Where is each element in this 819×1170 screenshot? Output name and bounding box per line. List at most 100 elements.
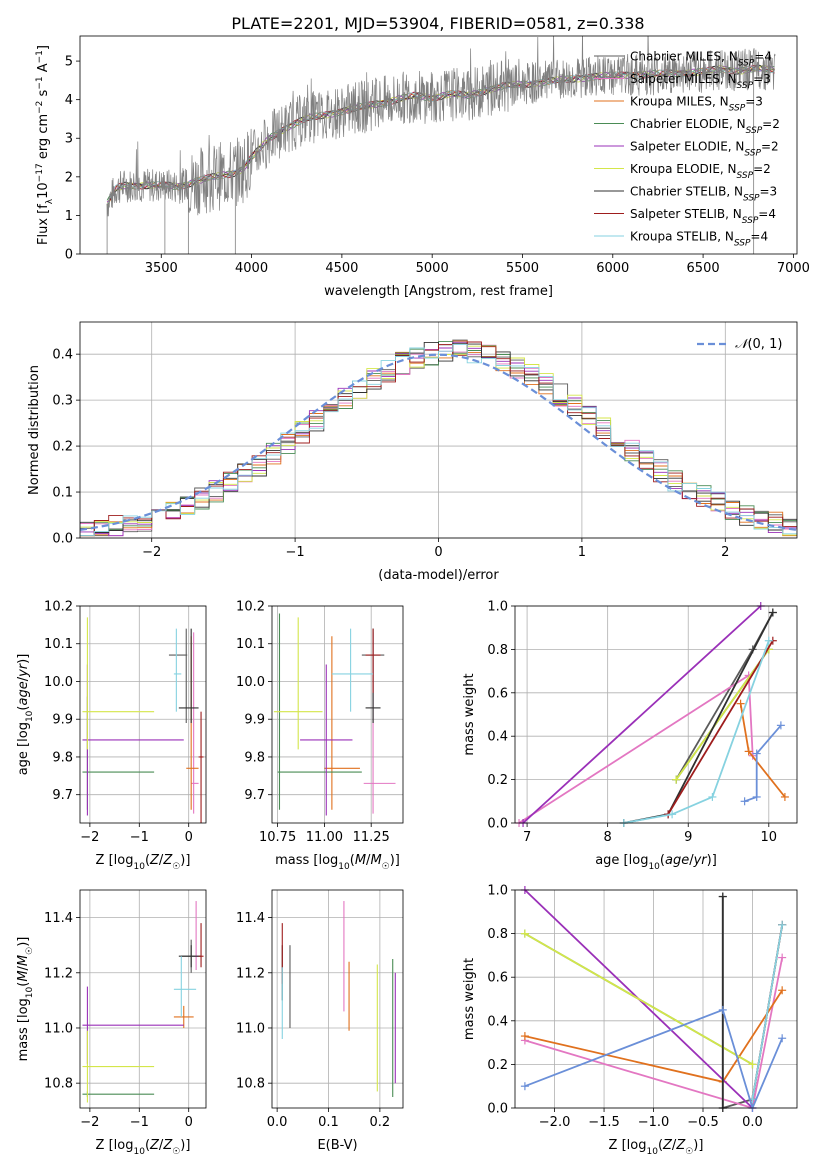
observed-spectrum-line: [106, 36, 776, 217]
y-tick-label: 10.2: [44, 600, 73, 615]
legend-entry: Chabrier ELODIE, NSSP=2: [630, 117, 780, 136]
y-tick-label: 11.4: [236, 911, 265, 926]
label-part: −2: [35, 101, 45, 114]
weight-series-line: [524, 1008, 784, 1111]
y-tick-label: 1: [65, 209, 73, 224]
x-tick-label: 10.75: [259, 830, 296, 845]
label-part: λ: [45, 198, 55, 204]
label-part: s: [36, 89, 51, 100]
label-part: 10: [338, 862, 350, 872]
label-part: M: [355, 853, 366, 868]
weight-marker: [736, 699, 745, 708]
weight-series-line: [744, 724, 782, 803]
y-tick-label: 0.0: [52, 532, 73, 547]
label-part: Z: [162, 853, 173, 868]
y-tick-label: 9.9: [52, 713, 73, 728]
label-part: Z: [162, 1138, 173, 1153]
label-part: =3: [745, 95, 763, 109]
weight-marker: [752, 749, 761, 758]
weight-series-line: [522, 605, 762, 824]
weight-series-line: [667, 640, 774, 815]
y-axis-label: mass weight: [462, 958, 477, 1040]
y-tick-label: 0.8: [487, 643, 508, 658]
weight-marker: [778, 986, 787, 995]
label-part: )]: [693, 1138, 703, 1153]
x-tick-label: −1.5: [588, 1115, 620, 1130]
x-tick-label: 7: [523, 830, 531, 845]
y-axis-label: Normed distribution: [27, 365, 42, 495]
x-tick-label: 4000: [235, 261, 268, 276]
label-part: Salpeter ELODIE, N: [630, 140, 744, 154]
y-tick-label: 0.2: [487, 1058, 508, 1073]
y-tick-label: 10.8: [236, 1077, 265, 1092]
weight-marker: [776, 721, 785, 730]
weight-marker: [778, 953, 787, 962]
x-tick-label: −1: [286, 545, 305, 560]
weight-marker: [748, 1060, 757, 1069]
label-part: )]: [707, 853, 717, 868]
label-part: =4: [750, 230, 768, 244]
axes-frame: [79, 321, 798, 539]
x-tick-label: −2: [142, 545, 161, 560]
normal-reference-curve: [79, 353, 798, 531]
label-part: =4: [758, 207, 776, 221]
label-part: ☉: [382, 862, 390, 872]
errorbar-point: [173, 1005, 194, 1028]
y-tick-label: 11.2: [44, 966, 73, 981]
label-part: /: [16, 965, 31, 970]
x-tick-label: −1: [130, 1115, 149, 1130]
x-axis-label: mass [log10(M/M☉)]: [275, 853, 400, 872]
label-part: Z [log: [96, 1138, 134, 1153]
y-tick-label: 0.0: [487, 1102, 508, 1117]
x-axis-label: age [log10(age/yr)]: [595, 853, 717, 872]
y-tick-label: 1.0: [487, 884, 508, 899]
x-axis-label: Z [log10(Z/Z☉)]: [609, 1138, 704, 1157]
weight-marker: [778, 920, 787, 929]
weight-marker: [718, 892, 727, 901]
weight-vs-age-panel: 7 8 9 10 0.0 0.2 0.4 0.6 0.8 1.0 mass weight age [l…: [462, 600, 798, 872]
y-tick-label: 0.0: [487, 817, 508, 832]
weight-series-line: [675, 648, 770, 781]
label-part: M: [16, 970, 31, 981]
label-part: Z: [675, 1138, 686, 1153]
y-tick-label: 10.2: [236, 600, 265, 615]
x-tick-label: 3500: [145, 261, 178, 276]
weight-marker: [780, 792, 789, 801]
y-tick-label: 0.6: [487, 686, 508, 701]
x-tick-label: −1: [130, 830, 149, 845]
label-part: M: [16, 955, 31, 966]
errorbar-point: [331, 628, 374, 712]
weight-marker: [752, 792, 761, 801]
legend-entry: Kroupa ELODIE, NSSP=2: [630, 162, 771, 181]
weight-marker: [668, 810, 677, 819]
label-part: (0, 1): [747, 337, 782, 352]
x-tick-label: 0.1: [318, 1115, 339, 1130]
x-axis-label: Z [log10(Z/Z☉)]: [96, 1138, 191, 1157]
label-part: =2: [761, 140, 779, 154]
x-tick-label: 11.00: [306, 830, 343, 845]
label-part: erg cm: [36, 114, 51, 163]
y-tick-label: 0.2: [487, 773, 508, 788]
legend-entry: Kroupa MILES, NSSP=3: [630, 95, 763, 114]
label-part: (: [350, 853, 355, 868]
label-part: 10: [133, 1147, 145, 1157]
label-part: mass [log: [16, 998, 31, 1061]
x-tick-label: 4500: [325, 261, 358, 276]
label-part: (: [145, 1138, 150, 1153]
label-part: Z [log: [96, 853, 134, 868]
y-axis-label: mass weight: [462, 673, 477, 755]
label-part: mass [log: [275, 853, 338, 868]
weight-marker: [520, 929, 529, 938]
y-tick-label: 0.4: [487, 1014, 508, 1029]
y-tick-label: 1.0: [487, 600, 508, 615]
label-part: 10: [25, 710, 35, 722]
weight-marker: [718, 1005, 727, 1014]
x-tick-label: 11.25: [353, 830, 390, 845]
x-tick-label: 0: [185, 830, 193, 845]
label-part: /: [159, 853, 164, 868]
errorbar-point: [168, 628, 188, 723]
y-tick-label: 9.9: [244, 713, 265, 728]
label-part: 10: [36, 182, 51, 199]
label-part: Flux [f: [36, 204, 51, 245]
label-part: Salpeter STELIB, N: [630, 207, 742, 221]
